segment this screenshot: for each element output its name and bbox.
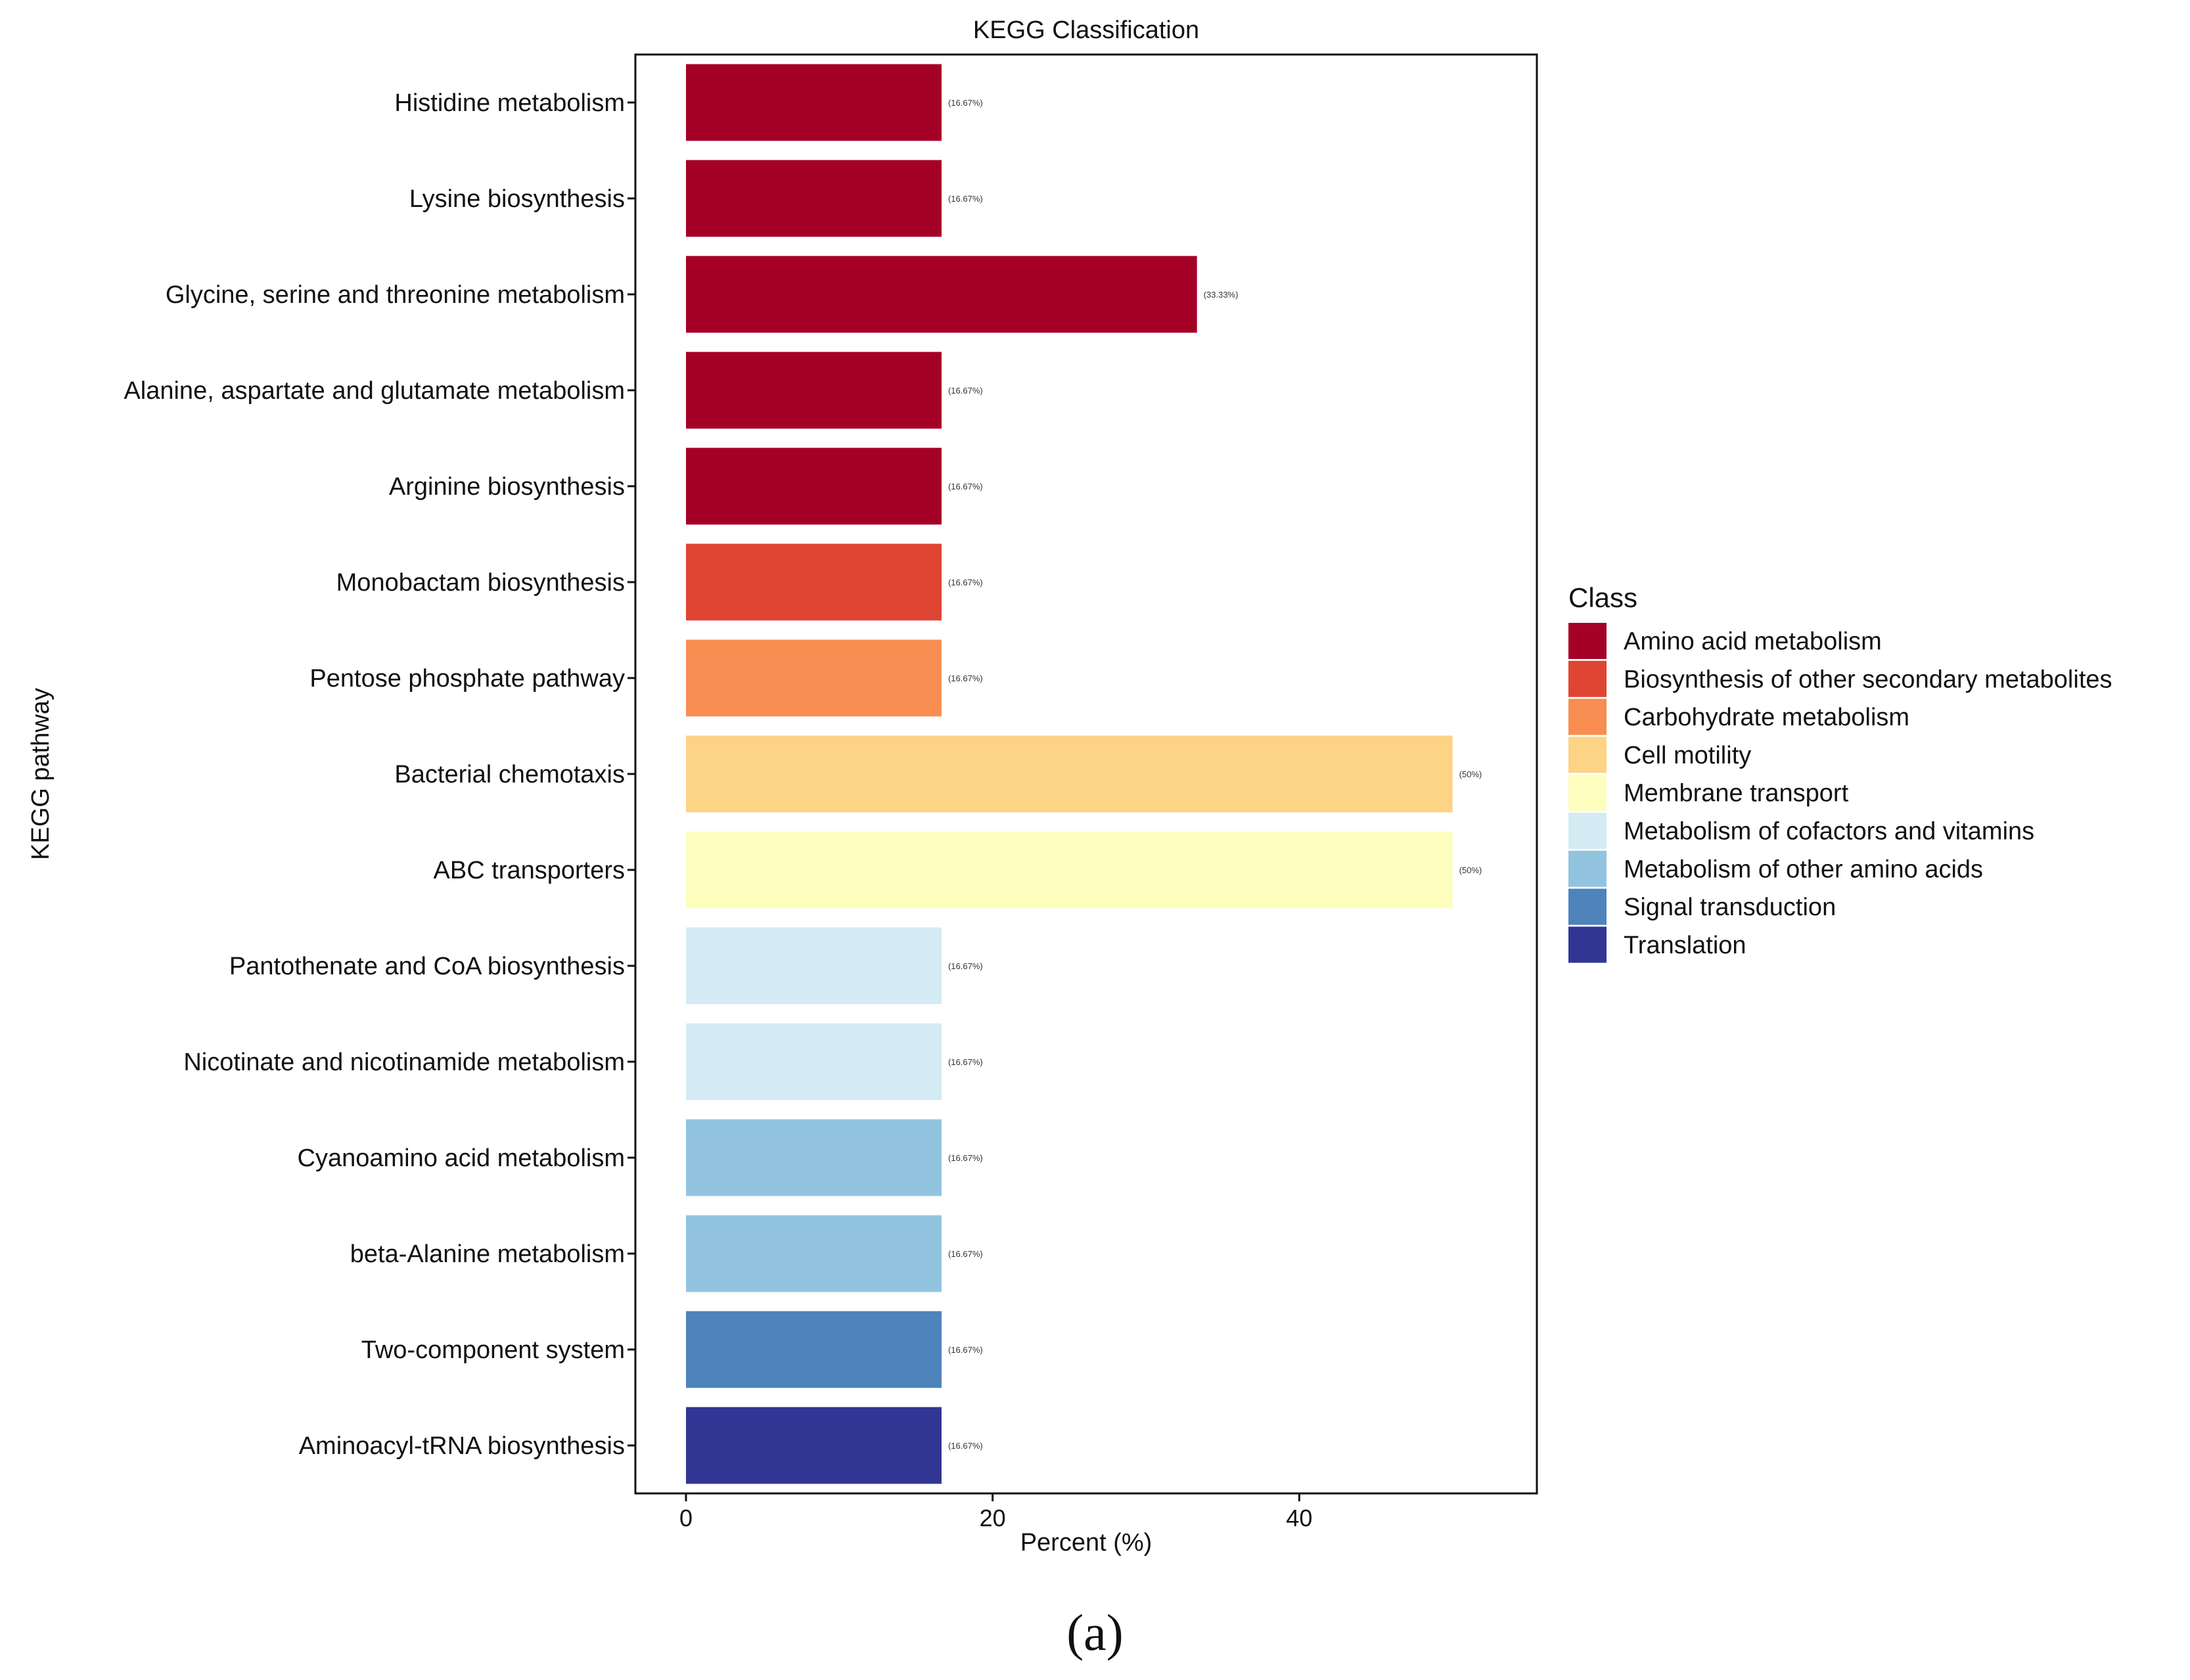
category-label: Glycine, serine and threonine metabolism	[166, 281, 625, 309]
legend: Class Amino acid metabolism Biosynthesis …	[1568, 582, 2112, 963]
legend-swatch	[1568, 623, 1607, 659]
legend-swatch	[1568, 888, 1607, 925]
bar	[686, 64, 942, 141]
category-label: Histidine metabolism	[394, 89, 625, 117]
legend-swatch	[1568, 813, 1607, 849]
category-label: ABC transporters	[434, 857, 625, 884]
category-label: Two-component system	[361, 1336, 625, 1364]
bar	[686, 1215, 942, 1292]
legend-label: Metabolism of other amino acids	[1624, 855, 1983, 883]
bar-value-label: (50%)	[1459, 769, 1482, 779]
bar-value-label: (16.67%)	[948, 673, 983, 683]
legend-label: Amino acid metabolism	[1624, 628, 1882, 656]
category-label: Arginine biosynthesis	[389, 473, 625, 501]
category-label: Bacterial chemotaxis	[394, 761, 625, 788]
legend-label: Biosynthesis of other secondary metaboli…	[1624, 666, 2112, 693]
legend-label: Signal transduction	[1624, 894, 1836, 921]
x-tick-label: 20	[980, 1505, 1006, 1532]
bar-value-label: (16.67%)	[948, 482, 983, 491]
legend-swatch	[1568, 660, 1607, 697]
category-label: beta-Alanine metabolism	[350, 1240, 625, 1268]
category-label: Aminoacyl-tRNA biosynthesis	[299, 1432, 625, 1460]
figure-caption: (a)	[1066, 1604, 1124, 1661]
y-axis-title: KEGG pathway	[27, 688, 55, 860]
bar-value-label: (50%)	[1459, 865, 1482, 875]
legend-swatch	[1568, 775, 1607, 811]
category-label: Alanine, aspartate and glutamate metabol…	[124, 377, 625, 405]
bar-value-label: (16.67%)	[948, 386, 983, 396]
category-label: Cyanoamino acid metabolism	[298, 1145, 625, 1172]
legend-label: Cell motility	[1624, 742, 1751, 769]
bar	[686, 735, 1453, 813]
category-label: Pentose phosphate pathway	[309, 665, 625, 692]
legend-swatch	[1568, 737, 1607, 773]
legend-label: Carbohydrate metabolism	[1624, 704, 1909, 731]
bar	[686, 1023, 942, 1101]
bar-value-label: (16.67%)	[948, 1345, 983, 1355]
bar	[686, 447, 942, 525]
bar	[686, 352, 942, 429]
bar-value-label: (16.67%)	[948, 1441, 983, 1451]
bar	[686, 927, 942, 1005]
bar-value-label: (16.67%)	[948, 1057, 983, 1067]
bar-value-label: (16.67%)	[948, 961, 983, 971]
bar	[686, 543, 942, 621]
bar-value-label: (16.67%)	[948, 578, 983, 587]
axis-layer: Histidine metabolism Lysine biosynthesis G…	[124, 89, 1312, 1532]
chart-title: KEGG Classification	[973, 16, 1199, 44]
bar	[686, 1119, 942, 1196]
category-label: Lysine biosynthesis	[409, 185, 625, 213]
bar-value-label: (16.67%)	[948, 1249, 983, 1259]
bar-value-label: (16.67%)	[948, 194, 983, 204]
x-tick-label: 40	[1286, 1505, 1312, 1532]
legend-label: Translation	[1624, 932, 1746, 959]
legend-swatch	[1568, 850, 1607, 887]
category-label: Nicotinate and nicotinamide metabolism	[183, 1049, 625, 1076]
bars-layer	[686, 64, 1453, 1484]
bar	[686, 1407, 942, 1484]
category-label: Pantothenate and CoA biosynthesis	[229, 953, 625, 980]
bar	[686, 256, 1197, 333]
bar-value-label: (33.33%)	[1204, 290, 1239, 300]
legend-label: Metabolism of cofactors and vitamins	[1624, 818, 2034, 846]
bar	[686, 1311, 942, 1388]
legend-title: Class	[1568, 582, 1637, 613]
labels-layer: (16.67%) (16.67%) (33.33%) (16.67%) (16.67%)…	[948, 98, 1482, 1451]
x-tick-label: 0	[679, 1505, 693, 1532]
legend-label: Membrane transport	[1624, 780, 1849, 807]
bar-value-label: (16.67%)	[948, 1153, 983, 1163]
category-label: Monobactam biosynthesis	[336, 569, 625, 597]
x-axis-title: Percent (%)	[1020, 1529, 1152, 1556]
bar	[686, 831, 1453, 909]
legend-swatch	[1568, 698, 1607, 735]
bar	[686, 639, 942, 717]
legend-swatch	[1568, 926, 1607, 963]
bar-value-label: (16.67%)	[948, 98, 983, 108]
bar	[686, 160, 942, 237]
